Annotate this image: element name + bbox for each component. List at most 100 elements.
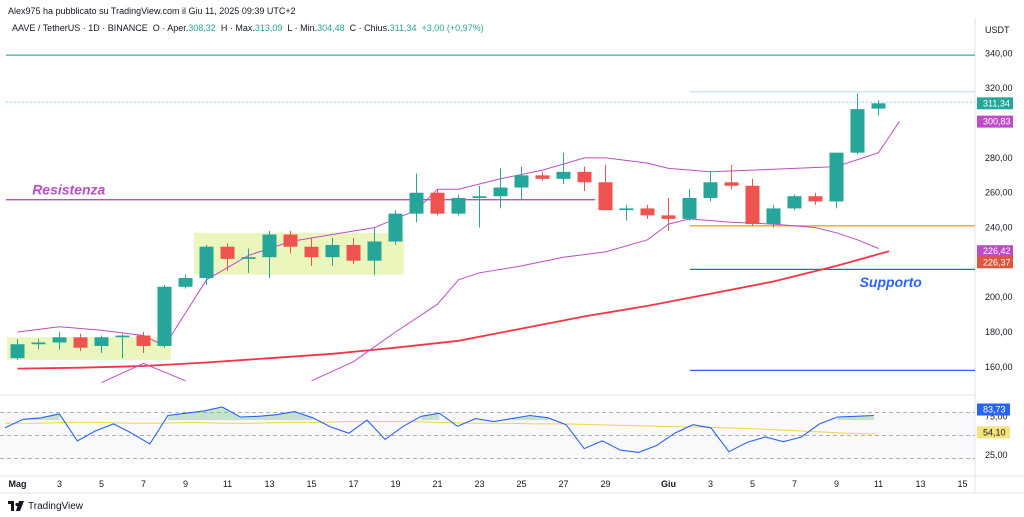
price-marker-text: 300,83 bbox=[983, 117, 1011, 127]
low-letter: L bbox=[287, 23, 293, 33]
change-value: +3,00 (+0,97%) bbox=[421, 23, 484, 33]
candle-body bbox=[178, 278, 193, 287]
candle-body bbox=[241, 257, 256, 259]
price-tick-label: 200,00 bbox=[985, 292, 1013, 302]
price-tick-label: 180,00 bbox=[985, 327, 1013, 337]
candle-body bbox=[871, 103, 886, 109]
price-marker bbox=[977, 97, 1013, 110]
time-tick-label: 9 bbox=[834, 479, 839, 489]
time-tick-label: 11 bbox=[223, 479, 232, 489]
rsi-marker bbox=[977, 426, 1010, 439]
candle-body bbox=[682, 197, 697, 219]
candle-body bbox=[808, 196, 823, 202]
candle-body bbox=[640, 208, 655, 216]
candle-body bbox=[619, 208, 634, 211]
price-marker-text: 311,34 bbox=[983, 98, 1010, 108]
rsi-overbought-fill bbox=[167, 407, 313, 421]
time-tick-label: 13 bbox=[915, 479, 925, 489]
high-text: · Max. bbox=[229, 23, 255, 33]
candle-body bbox=[31, 342, 46, 345]
moving-average-line bbox=[17, 250, 890, 370]
open-value: 308,32 bbox=[188, 23, 216, 33]
candle-body bbox=[472, 196, 487, 198]
price-marker-text: 226,37 bbox=[983, 257, 1011, 267]
price-marker bbox=[977, 256, 1013, 269]
candle-body bbox=[745, 185, 760, 225]
publisher-line: Alex975 ha pubblicato su TradingView.com… bbox=[8, 6, 296, 16]
annotation-label: Resistenza bbox=[32, 181, 105, 197]
candle-body bbox=[850, 109, 865, 153]
symbol-label[interactable]: AAVE / TetherUS · 1D · BINANCE bbox=[12, 23, 148, 33]
candle-body bbox=[430, 192, 445, 214]
ohlc-legend: AAVE / TetherUS · 1D · BINANCE O · Aper.… bbox=[12, 23, 484, 33]
candle-body bbox=[367, 241, 382, 261]
time-tick-label: 9 bbox=[183, 479, 188, 489]
time-tick-label: 27 bbox=[558, 479, 568, 489]
consolidation-zone bbox=[7, 337, 171, 360]
band-lower-line bbox=[311, 218, 879, 382]
rsi-marker-text: 54,10 bbox=[983, 427, 1006, 437]
rsi-tick-label: 25,00 bbox=[985, 450, 1008, 460]
candle-body bbox=[388, 213, 403, 242]
low-value: 304,48 bbox=[317, 23, 345, 33]
time-tick-label: 15 bbox=[306, 479, 316, 489]
open-letter: O bbox=[152, 23, 160, 33]
time-tick-label: 3 bbox=[57, 479, 62, 489]
candle-body bbox=[493, 187, 508, 197]
rsi-overbought-fill bbox=[421, 413, 440, 421]
time-tick-label: 3 bbox=[708, 479, 713, 489]
high-letter: H bbox=[220, 23, 228, 33]
candle-body bbox=[220, 246, 235, 259]
close-text: · Chius. bbox=[358, 23, 390, 33]
time-tick-label: 23 bbox=[474, 479, 484, 489]
time-tick-label: 7 bbox=[141, 479, 146, 489]
rsi-marker bbox=[977, 403, 1010, 416]
candle-body bbox=[535, 175, 550, 179]
candle-body bbox=[73, 337, 88, 348]
high-value: 313,09 bbox=[254, 23, 283, 33]
annotation-label: Supporto bbox=[860, 274, 923, 290]
tradingview-logo[interactable]: TradingView bbox=[8, 499, 83, 513]
rsi-overbought-fill bbox=[837, 415, 874, 421]
currency-label: USDT bbox=[985, 25, 1010, 35]
candle-body bbox=[766, 208, 781, 225]
time-tick-label: 13 bbox=[264, 479, 274, 489]
candle-body bbox=[409, 192, 424, 214]
candle-body bbox=[556, 171, 571, 179]
candle-body bbox=[199, 246, 214, 279]
band-lower-early-line bbox=[101, 362, 186, 384]
candle-body bbox=[661, 215, 676, 219]
price-marker bbox=[977, 245, 1013, 258]
price-tick-label: 160,00 bbox=[985, 362, 1013, 372]
time-tick-label: 25 bbox=[516, 479, 526, 489]
candle-body bbox=[10, 344, 25, 359]
candle-body bbox=[598, 182, 613, 211]
close-letter: C bbox=[349, 23, 357, 33]
time-tick-label: Mag bbox=[9, 479, 27, 489]
price-tick-label: 280,00 bbox=[985, 153, 1013, 163]
time-tick-label: 15 bbox=[957, 479, 967, 489]
time-tick-label: 5 bbox=[750, 479, 755, 489]
price-tick-label: 340,00 bbox=[985, 48, 1013, 58]
candle-body bbox=[136, 335, 151, 346]
price-marker bbox=[977, 115, 1013, 128]
rsi-marker-text: 83,73 bbox=[983, 405, 1006, 415]
time-tick-label: 11 bbox=[874, 479, 883, 489]
price-tick-label: 260,00 bbox=[985, 188, 1013, 198]
candle-body bbox=[703, 182, 718, 198]
rsi-ma-line bbox=[5, 421, 877, 435]
candle-body bbox=[94, 337, 109, 346]
time-tick-label: 19 bbox=[390, 479, 400, 489]
candle-body bbox=[724, 182, 739, 186]
time-tick-label: 7 bbox=[792, 479, 797, 489]
rsi-tick-label: 75,00 bbox=[985, 411, 1008, 421]
candle-body bbox=[262, 234, 277, 258]
candle-body bbox=[115, 335, 130, 338]
candle-body bbox=[829, 152, 844, 202]
close-value: 311,34 bbox=[389, 23, 417, 33]
candle-body bbox=[346, 244, 361, 261]
time-tick-label: 29 bbox=[600, 479, 610, 489]
low-text: · Min. bbox=[294, 23, 318, 33]
time-tick-label: 21 bbox=[432, 479, 442, 489]
